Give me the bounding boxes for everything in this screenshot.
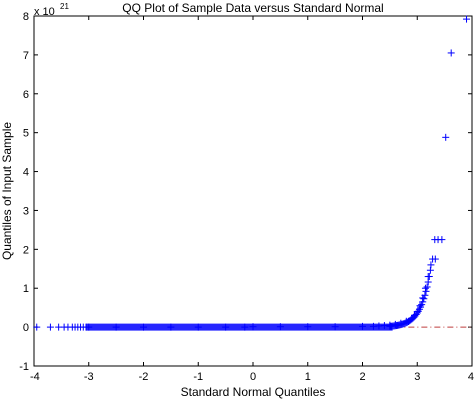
tail-marker bbox=[422, 287, 430, 295]
x-tick-label: -2 bbox=[139, 371, 149, 383]
data-point bbox=[442, 133, 450, 141]
data-point bbox=[463, 15, 471, 23]
y-axis-label: Quantiles of Input Sample bbox=[0, 122, 14, 260]
data-point bbox=[397, 319, 405, 327]
data-point bbox=[241, 323, 249, 331]
data-point bbox=[386, 321, 394, 329]
x-tick-label: -4 bbox=[30, 371, 40, 383]
x-axis-label: Standard Normal Quantiles bbox=[181, 385, 326, 399]
data-point bbox=[391, 320, 399, 328]
data-point bbox=[276, 323, 284, 331]
x-tick-label: 1 bbox=[305, 371, 311, 383]
data-point bbox=[411, 311, 419, 319]
data-point bbox=[447, 49, 455, 57]
chart-title: QQ Plot of Sample Data versus Standard N… bbox=[122, 1, 383, 15]
data-point bbox=[112, 323, 120, 331]
y-multiplier: x 10 21 bbox=[34, 2, 69, 18]
y-tick-label: 5 bbox=[23, 128, 29, 140]
data-point bbox=[413, 308, 421, 316]
data-point bbox=[194, 323, 202, 331]
y-tick-label: 7 bbox=[23, 50, 29, 62]
y-tick-label: 0 bbox=[23, 322, 29, 334]
data-point bbox=[140, 323, 147, 331]
y-axis-ticks: -1 0 1 2 3 4 5 6 7 8 bbox=[19, 11, 472, 373]
data-point bbox=[402, 317, 410, 325]
tail-marker bbox=[420, 295, 428, 303]
x-tick-label: 3 bbox=[414, 371, 420, 383]
y-tick-label: 3 bbox=[23, 205, 29, 217]
x-tick-label: 2 bbox=[359, 371, 365, 383]
data-point bbox=[431, 255, 439, 263]
data-point bbox=[359, 322, 366, 330]
data-point bbox=[438, 236, 446, 244]
data-point bbox=[416, 302, 424, 310]
data-point bbox=[222, 323, 230, 331]
tail-marker bbox=[426, 266, 434, 274]
y-multiplier-exponent: 21 bbox=[60, 2, 69, 11]
x-tick-label: -3 bbox=[84, 371, 94, 383]
data-point bbox=[167, 323, 175, 331]
data-point bbox=[46, 323, 54, 331]
dense-marker-band bbox=[86, 323, 393, 331]
plot-area bbox=[33, 15, 473, 367]
data-point bbox=[419, 294, 427, 302]
data-point bbox=[421, 284, 429, 292]
x-tick-label: -1 bbox=[193, 371, 203, 383]
data-point bbox=[427, 261, 435, 269]
tail-marker bbox=[423, 283, 431, 291]
y-tick-label: 1 bbox=[23, 283, 29, 295]
y-multiplier-base: x 10 bbox=[34, 6, 55, 18]
data-point bbox=[249, 323, 257, 331]
y-tick-label: 6 bbox=[23, 89, 29, 101]
data-point bbox=[33, 323, 41, 331]
y-tick-label: 8 bbox=[23, 11, 29, 23]
y-tick-label: 2 bbox=[23, 244, 29, 256]
x-tick-label: 4 bbox=[468, 371, 474, 383]
data-markers bbox=[33, 15, 471, 331]
x-tick-label: 0 bbox=[250, 371, 256, 383]
x-axis-ticks: -4 -3 -2 -1 0 1 2 3 4 bbox=[30, 16, 474, 383]
y-tick-label: -1 bbox=[19, 361, 29, 373]
data-point bbox=[424, 273, 432, 281]
data-point bbox=[304, 323, 312, 331]
data-point bbox=[331, 323, 339, 331]
y-tick-label: 4 bbox=[23, 167, 29, 179]
data-point bbox=[85, 323, 93, 331]
